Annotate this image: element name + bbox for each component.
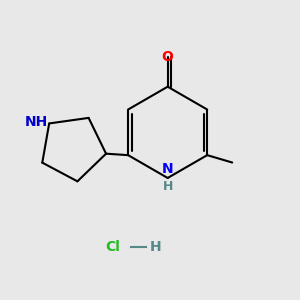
Text: NH: NH <box>25 115 48 129</box>
Text: O: O <box>162 50 174 64</box>
Text: H: H <box>150 240 162 254</box>
Text: H: H <box>163 180 173 193</box>
Text: N: N <box>162 163 173 176</box>
Text: Cl: Cl <box>106 240 121 254</box>
